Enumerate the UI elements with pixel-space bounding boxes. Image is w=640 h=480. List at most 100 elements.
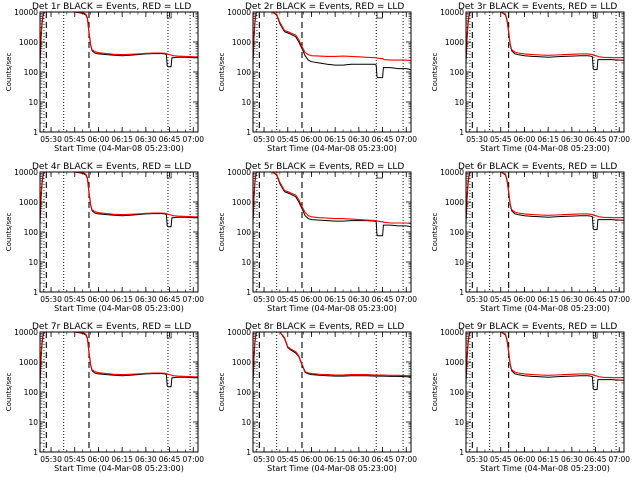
x-tick-label: 06:30 [348, 455, 370, 464]
x-tick-label: 06:30 [561, 295, 583, 304]
y-tick-label: 1 [459, 288, 464, 297]
y-tick-label: 1000 [19, 38, 38, 47]
x-tick-label: 07:00 [608, 295, 630, 304]
x-tick-label: 06:00 [514, 455, 536, 464]
x-tick-label: 05:30 [253, 455, 275, 464]
x-tick-label: 06:45 [372, 455, 394, 464]
x-tick-label: 06:45 [372, 295, 394, 304]
y-axis-label: Counts/sec [431, 53, 439, 92]
x-axis-label: Start Time (04-Mar-08 05:23:00) [54, 464, 184, 473]
x-tick-label: 06:45 [585, 295, 607, 304]
panel-title: Det 4r BLACK = Events, RED = LLD [32, 162, 191, 172]
y-tick-label: 1 [246, 448, 251, 457]
y-tick-label: 1000 [232, 358, 251, 367]
y-tick-label: 100 [450, 228, 465, 237]
x-tick-label: 06:15 [324, 455, 346, 464]
x-tick-label: 06:45 [585, 135, 607, 144]
y-axis-label: Counts/sec [218, 373, 226, 412]
y-tick-label: 1000 [232, 38, 251, 47]
panel-title: Det 8r BLACK = Events, RED = LLD [245, 322, 404, 332]
y-tick-label: 1 [246, 288, 251, 297]
panel-title: Det 9r BLACK = Events, RED = LLD [458, 322, 617, 332]
x-tick-label: 06:45 [372, 135, 394, 144]
x-axis-label: Start Time (04-Mar-08 05:23:00) [480, 304, 610, 313]
y-tick-label: 100 [237, 68, 252, 77]
x-tick-label: 06:30 [135, 135, 157, 144]
y-axis-label: Counts/sec [5, 373, 13, 412]
x-tick-label: 06:30 [561, 135, 583, 144]
x-tick-label: 05:45 [64, 455, 86, 464]
y-tick-label: 10000 [227, 8, 251, 17]
x-tick-label: 07:00 [395, 455, 417, 464]
y-axis-label: Counts/sec [431, 373, 439, 412]
x-tick-label: 05:30 [40, 455, 62, 464]
x-tick-label: 05:45 [277, 135, 299, 144]
x-tick-label: 06:00 [88, 295, 110, 304]
x-tick-label: 05:45 [490, 135, 512, 144]
panel-title: Det 3r BLACK = Events, RED = LLD [458, 2, 617, 12]
x-axis-label: Start Time (04-Mar-08 05:23:00) [267, 144, 397, 153]
x-tick-label: 05:30 [466, 135, 488, 144]
y-tick-label: 10 [28, 98, 38, 107]
y-tick-label: 1000 [445, 198, 464, 207]
x-axis-label: Start Time (04-Mar-08 05:23:00) [267, 464, 397, 473]
y-axis-label: Counts/sec [5, 53, 13, 92]
panel-title: Det 2r BLACK = Events, RED = LLD [245, 2, 404, 12]
x-tick-label: 06:30 [135, 295, 157, 304]
y-tick-label: 1000 [445, 358, 464, 367]
panel-4: Det 4r BLACK = Events, RED = LLD 1 10 100 10… [5, 162, 204, 313]
panel-5: Det 5r BLACK = Events, RED = LLD 1 10 100 10… [218, 162, 417, 313]
y-tick-label: 1 [33, 448, 38, 457]
x-tick-label: 05:30 [253, 135, 275, 144]
y-axis-label: Counts/sec [5, 213, 13, 252]
y-tick-label: 10 [454, 98, 464, 107]
y-tick-label: 1 [459, 448, 464, 457]
y-tick-label: 1000 [445, 38, 464, 47]
x-axis-label: Start Time (04-Mar-08 05:23:00) [267, 304, 397, 313]
panel-6: Det 6r BLACK = Events, RED = LLD 1 10 100 10… [431, 162, 630, 313]
y-tick-label: 1000 [19, 198, 38, 207]
panel-title: Det 6r BLACK = Events, RED = LLD [458, 162, 617, 172]
x-tick-label: 06:30 [561, 455, 583, 464]
y-tick-label: 100 [237, 388, 252, 397]
x-tick-label: 07:00 [395, 295, 417, 304]
y-tick-label: 10 [241, 418, 251, 427]
panel-title: Det 1r BLACK = Events, RED = LLD [32, 2, 191, 12]
y-tick-label: 1 [33, 288, 38, 297]
y-tick-label: 100 [450, 68, 465, 77]
x-tick-label: 06:00 [301, 455, 323, 464]
x-tick-label: 06:00 [514, 135, 536, 144]
x-tick-label: 05:30 [40, 135, 62, 144]
y-tick-label: 10000 [227, 328, 251, 337]
y-tick-label: 10000 [14, 328, 38, 337]
x-tick-label: 05:30 [253, 295, 275, 304]
y-tick-label: 10 [241, 98, 251, 107]
x-tick-label: 05:30 [40, 295, 62, 304]
y-tick-label: 10000 [440, 8, 464, 17]
y-tick-label: 10 [28, 418, 38, 427]
panel-8: Det 8r BLACK = Events, RED = LLD 1 10 100 10… [218, 322, 417, 473]
y-tick-label: 10 [28, 258, 38, 267]
x-tick-label: 06:15 [537, 135, 559, 144]
y-axis-label: Counts/sec [218, 53, 226, 92]
x-tick-label: 06:15 [111, 135, 133, 144]
x-tick-label: 06:00 [88, 135, 110, 144]
x-tick-label: 06:30 [348, 135, 370, 144]
x-tick-label: 06:15 [537, 455, 559, 464]
x-tick-label: 06:00 [514, 295, 536, 304]
x-tick-label: 06:15 [111, 295, 133, 304]
x-tick-label: 07:00 [608, 455, 630, 464]
x-axis-label: Start Time (04-Mar-08 05:23:00) [54, 304, 184, 313]
y-tick-label: 10000 [14, 8, 38, 17]
x-tick-label: 06:00 [88, 455, 110, 464]
x-tick-label: 05:45 [277, 295, 299, 304]
y-tick-label: 1 [246, 128, 251, 137]
x-tick-label: 05:45 [64, 135, 86, 144]
panel-1: Det 1r BLACK = Events, RED = LLD 1 10 100 10… [5, 2, 204, 153]
y-tick-label: 1 [33, 128, 38, 137]
y-tick-label: 10000 [227, 168, 251, 177]
y-tick-label: 10 [454, 258, 464, 267]
y-tick-label: 10 [454, 418, 464, 427]
x-tick-label: 06:00 [301, 135, 323, 144]
